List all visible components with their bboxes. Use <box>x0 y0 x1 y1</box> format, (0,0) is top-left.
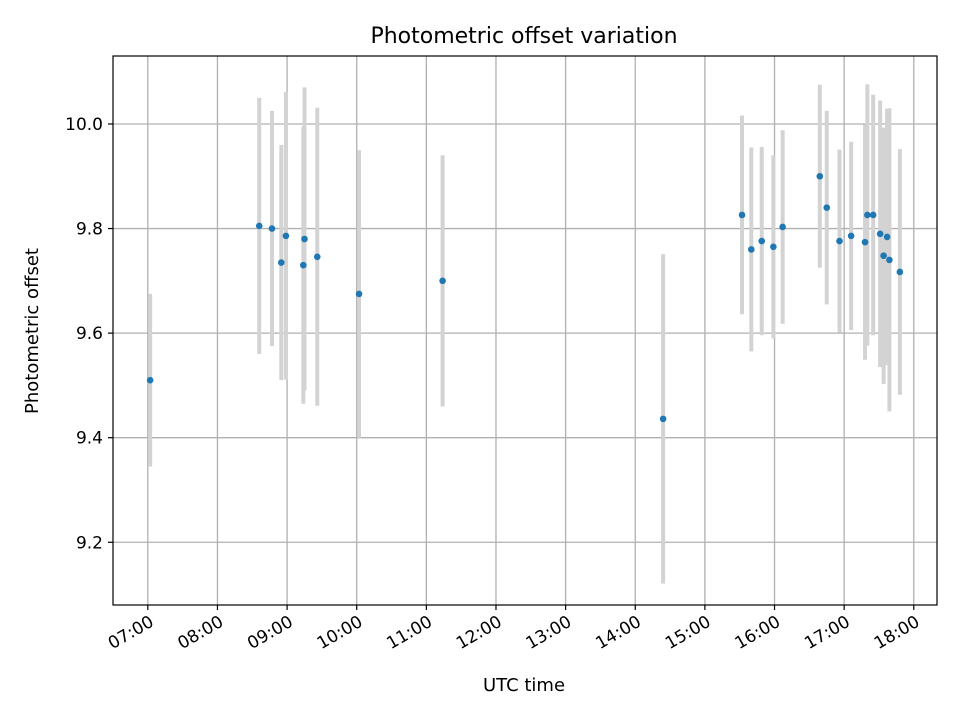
data-point <box>748 246 755 253</box>
y-axis-label: Photometric offset <box>22 248 43 414</box>
data-point <box>883 233 891 241</box>
data-point <box>659 415 667 423</box>
y-tick-label: 10.0 <box>65 115 103 135</box>
data-point <box>861 238 869 246</box>
y-tick-label: 9.2 <box>76 533 103 553</box>
data-point <box>282 232 290 240</box>
chart-title: Photometric offset variation <box>370 24 677 49</box>
data-point <box>816 172 824 180</box>
data-point <box>738 211 746 219</box>
data-point <box>146 376 154 384</box>
data-point <box>836 237 843 245</box>
data-point <box>758 237 766 245</box>
data-point <box>864 211 871 219</box>
data-point <box>779 223 786 231</box>
data-point <box>823 204 831 211</box>
y-axis-ticks: 9.2 9.4 9.6 9.8 10.0 <box>65 115 113 553</box>
y-tick-label: 9.4 <box>76 429 103 449</box>
y-tick-label: 9.8 <box>76 220 103 240</box>
data-point <box>313 253 321 261</box>
data-point <box>886 256 893 264</box>
data-point <box>896 268 904 276</box>
point-layer <box>146 172 904 423</box>
data-point <box>355 290 363 298</box>
data-point <box>869 211 877 219</box>
data-point <box>439 277 446 285</box>
data-point <box>876 230 884 238</box>
data-point <box>770 243 777 251</box>
data-point <box>255 222 263 230</box>
y-tick-label: 9.6 <box>76 324 103 344</box>
data-point <box>301 235 308 243</box>
data-point <box>880 252 887 260</box>
data-point <box>300 261 307 269</box>
data-point <box>847 232 855 240</box>
data-point <box>268 225 276 232</box>
x-axis-label: UTC time <box>483 675 565 696</box>
grid-layer <box>113 56 937 605</box>
plot-frame <box>112 55 938 606</box>
data-point <box>277 259 285 266</box>
